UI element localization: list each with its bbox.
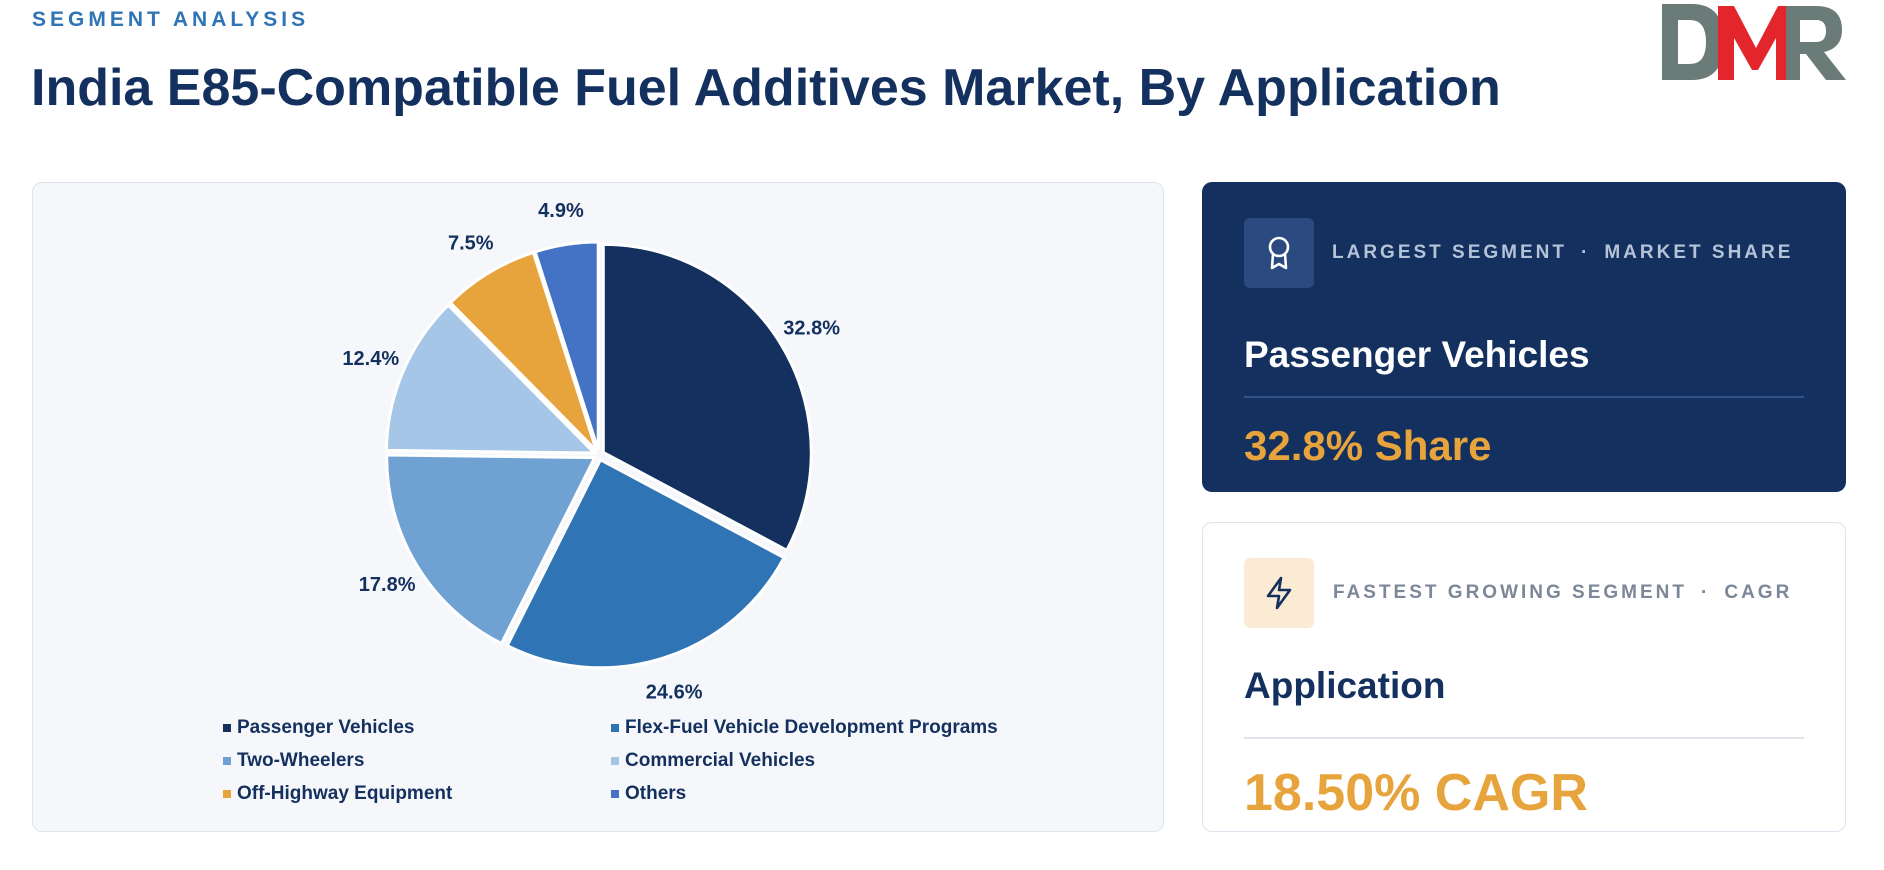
- lightning-icon: [1266, 576, 1292, 610]
- legend-swatch: [611, 757, 619, 765]
- legend-item: Flex-Fuel Vehicle Development Programs: [611, 717, 1011, 739]
- legend-label: Two-Wheelers: [237, 750, 365, 771]
- chart-legend: Passenger Vehicles Flex-Fuel Vehicle Deve…: [223, 717, 1023, 805]
- award-icon: [1268, 236, 1290, 270]
- fastest-growing-card: FASTEST GROWING SEGMENT · CAGR Application…: [1202, 522, 1846, 832]
- pie-data-label: 24.6%: [646, 681, 703, 703]
- logo-letter-d: [1662, 4, 1724, 80]
- award-icon-box: [1244, 218, 1314, 288]
- pie-slice: [385, 453, 598, 646]
- largest-segment-name: Passenger Vehicles: [1244, 334, 1590, 375]
- pie-data-label: 17.8%: [359, 574, 416, 596]
- legend-item: Off-Highway Equipment: [223, 783, 611, 805]
- logo-letter-r: [1786, 6, 1846, 80]
- legend-label: Others: [625, 783, 687, 804]
- legend-label: Commercial Vehicles: [625, 750, 816, 771]
- pie-data-label: 4.9%: [538, 200, 584, 222]
- largest-segment-label: LARGEST SEGMENT · MARKET SHARE: [1332, 242, 1794, 263]
- fastest-growing-value: 18.50% CAGR: [1244, 764, 1588, 822]
- pie-slice: [384, 302, 599, 455]
- legend-swatch: [223, 757, 231, 765]
- pie-slice: [448, 250, 598, 452]
- card-divider: [1244, 737, 1804, 739]
- pie-data-label: 32.8%: [783, 317, 840, 339]
- largest-segment-card: LARGEST SEGMENT · MARKET SHARE Passenger V…: [1202, 182, 1846, 492]
- legend-swatch: [223, 724, 231, 732]
- dmr-logo: [1662, 4, 1846, 80]
- section-eyebrow: SEGMENT ANALYSIS: [32, 8, 310, 31]
- card-divider: [1244, 396, 1804, 398]
- pie-slice: [601, 242, 813, 553]
- legend-item: Others: [611, 783, 1011, 805]
- chart-card: 32.8% 24.6% 17.8% 12.4% 7.5% 4.9% Passenger V…: [32, 182, 1164, 832]
- pie-chart: 32.8% 24.6% 17.8% 12.4% 7.5% 4.9%: [342, 200, 840, 703]
- legend-label: Flex-Fuel Vehicle Development Programs: [625, 717, 998, 738]
- logo-letter-m: [1718, 6, 1792, 80]
- legend-swatch: [223, 790, 231, 798]
- page-title: India E85-Compatible Fuel Additives Mark…: [31, 59, 1501, 117]
- lightning-icon-box: [1244, 558, 1314, 628]
- fastest-growing-label: FASTEST GROWING SEGMENT · CAGR: [1333, 582, 1793, 603]
- legend-label: Off-Highway Equipment: [237, 783, 453, 804]
- legend-item: Passenger Vehicles: [223, 717, 611, 739]
- legend-item: Two-Wheelers: [223, 750, 611, 772]
- pie-data-label: 7.5%: [448, 233, 494, 255]
- pie-data-label: 12.4%: [342, 348, 399, 370]
- legend-swatch: [611, 790, 619, 798]
- fastest-growing-name: Application: [1244, 665, 1446, 706]
- largest-segment-value: 32.8% Share: [1244, 422, 1492, 469]
- legend-label: Passenger Vehicles: [237, 717, 415, 738]
- legend-swatch: [611, 724, 619, 732]
- pie-slice: [505, 457, 787, 670]
- pie-slice: [533, 240, 600, 451]
- legend-item: Commercial Vehicles: [611, 750, 1011, 772]
